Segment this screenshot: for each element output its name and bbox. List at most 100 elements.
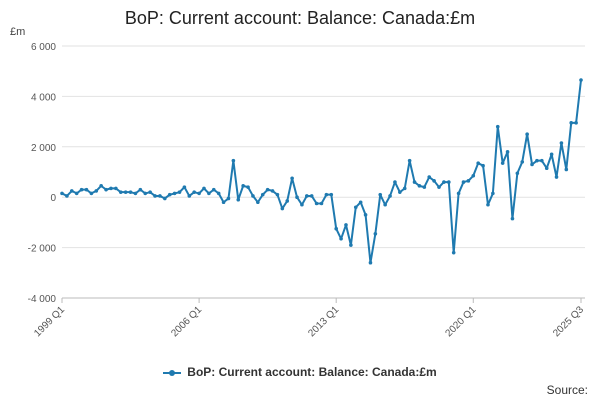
data-point	[466, 179, 471, 183]
data-point	[246, 185, 250, 189]
chart-grid	[62, 45, 585, 299]
data-point	[290, 176, 294, 181]
data-point	[442, 180, 446, 184]
data-point	[554, 175, 559, 179]
data-point	[114, 186, 118, 191]
y-tick-label: 4 000	[31, 92, 56, 103]
data-point	[109, 186, 113, 191]
data-point	[241, 184, 245, 188]
data-point	[344, 223, 348, 227]
y-tick-label: 2 000	[31, 143, 56, 154]
data-point	[510, 216, 515, 221]
data-point	[163, 196, 167, 201]
data-point	[412, 180, 417, 184]
data-point	[451, 250, 456, 255]
data-point	[197, 191, 201, 196]
data-point	[530, 162, 534, 167]
data-point	[309, 194, 314, 198]
data-point	[373, 231, 378, 236]
data-point	[143, 191, 148, 196]
data-point	[60, 191, 64, 196]
data-point	[275, 192, 280, 197]
data-point	[329, 192, 334, 197]
data-point	[285, 199, 290, 203]
data-point	[153, 194, 157, 198]
data-point	[388, 194, 392, 198]
data-point	[383, 202, 387, 207]
data-point	[363, 213, 368, 217]
data-point	[192, 190, 196, 194]
data-point	[202, 186, 206, 191]
x-tick-label: 2020 Q1	[443, 304, 478, 339]
data-point	[236, 197, 241, 202]
data-point	[138, 187, 143, 192]
data-point	[167, 192, 172, 197]
data-point	[417, 184, 422, 188]
data-point	[94, 189, 99, 193]
data-point	[84, 187, 89, 192]
x-tick-label: 2025 Q3	[551, 304, 586, 339]
series-line	[61, 79, 582, 264]
data-point	[270, 189, 275, 193]
x-tick-label: 2006 Q1	[169, 304, 204, 339]
data-point	[407, 158, 412, 163]
y-tick-label: -4 000	[28, 294, 57, 305]
source-label: Source:	[546, 383, 588, 397]
data-point	[349, 243, 353, 247]
data-point	[559, 141, 564, 145]
data-point	[505, 150, 510, 154]
chart-legend: BoP: Current account: Balance: Canada:£m	[0, 365, 600, 379]
data-point	[182, 185, 187, 189]
data-point	[172, 191, 177, 196]
data-point	[564, 167, 569, 172]
data-point	[471, 173, 476, 178]
x-axis	[61, 297, 585, 303]
data-point	[158, 194, 162, 198]
data-point	[447, 180, 451, 184]
x-axis-tick-labels: 1999 Q1 2006 Q1 2013 Q1 2020 Q1 2025 Q3	[32, 304, 586, 339]
data-point	[305, 194, 309, 198]
data-point	[187, 194, 192, 198]
data-point	[535, 158, 539, 163]
data-point	[398, 190, 402, 194]
data-point	[211, 187, 216, 192]
data-point	[358, 200, 363, 205]
data-point	[314, 201, 319, 206]
data-point	[265, 187, 270, 192]
legend-line-marker-icon	[163, 368, 182, 378]
data-point	[128, 190, 133, 194]
data-point	[579, 78, 583, 82]
data-point	[427, 175, 432, 179]
y-tick-label: 6 000	[31, 42, 56, 53]
data-point	[500, 161, 505, 165]
data-point	[544, 166, 549, 171]
data-point	[148, 190, 152, 194]
data-point	[256, 200, 260, 205]
data-point	[79, 187, 84, 192]
data-point	[549, 152, 554, 157]
data-point	[216, 191, 221, 196]
data-point	[476, 161, 480, 165]
data-point	[295, 195, 299, 199]
data-point	[65, 194, 69, 198]
data-point	[525, 132, 529, 136]
data-point	[491, 191, 495, 196]
x-tick-label: 1999 Q1	[32, 304, 67, 339]
data-point	[221, 200, 226, 205]
data-point	[432, 179, 436, 183]
data-point	[520, 160, 525, 164]
data-point	[207, 191, 211, 196]
data-point	[123, 190, 128, 194]
data-point	[378, 192, 383, 197]
data-point	[300, 202, 304, 207]
data-point	[569, 121, 574, 125]
data-point	[456, 191, 461, 196]
data-point	[324, 192, 329, 197]
data-point	[89, 191, 94, 196]
data-point	[74, 191, 79, 196]
data-point	[574, 121, 578, 125]
data-point	[353, 205, 358, 210]
data-point	[334, 226, 338, 231]
data-point	[319, 201, 324, 206]
